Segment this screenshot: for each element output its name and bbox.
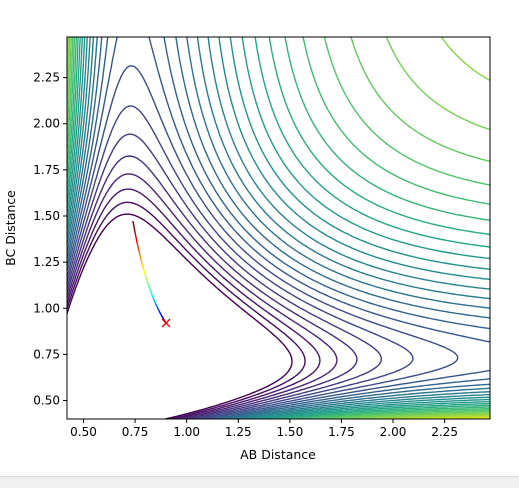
x-tick-label: 2.25 [431, 425, 458, 439]
y-tick-label: 2.25 [33, 71, 60, 85]
y-tick-label: 1.75 [33, 163, 60, 177]
y-axis-label: BC Distance [3, 190, 18, 266]
x-tick-label: 0.50 [70, 425, 97, 439]
y-tick-label: 1.00 [33, 301, 60, 315]
y-tick-label: 1.50 [33, 209, 60, 223]
y-tick-label: 1.25 [33, 255, 60, 269]
x-tick-label: 0.75 [122, 425, 149, 439]
x-tick-label: 1.50 [276, 425, 303, 439]
x-tick-label: 1.75 [328, 425, 355, 439]
y-axis-ticks: 0.50 0.75 1.00 1.25 1.50 1.75 2.00 2.25 [33, 71, 67, 408]
y-tick-label: 0.75 [33, 347, 60, 361]
contour-plot: 0.50 0.75 1.00 1.25 1.50 1.75 2.00 2.25 0.50 0.7… [0, 0, 519, 476]
y-tick-label: 0.50 [33, 394, 60, 408]
x-tick-label: 1.25 [225, 425, 252, 439]
x-tick-label: 1.00 [173, 425, 200, 439]
status-bar [0, 476, 519, 488]
x-axis-ticks: 0.50 0.75 1.00 1.25 1.50 1.75 2.00 2.25 [70, 419, 458, 439]
y-tick-label: 2.00 [33, 117, 60, 131]
x-tick-label: 2.00 [380, 425, 407, 439]
x-axis-label: AB Distance [240, 447, 316, 462]
